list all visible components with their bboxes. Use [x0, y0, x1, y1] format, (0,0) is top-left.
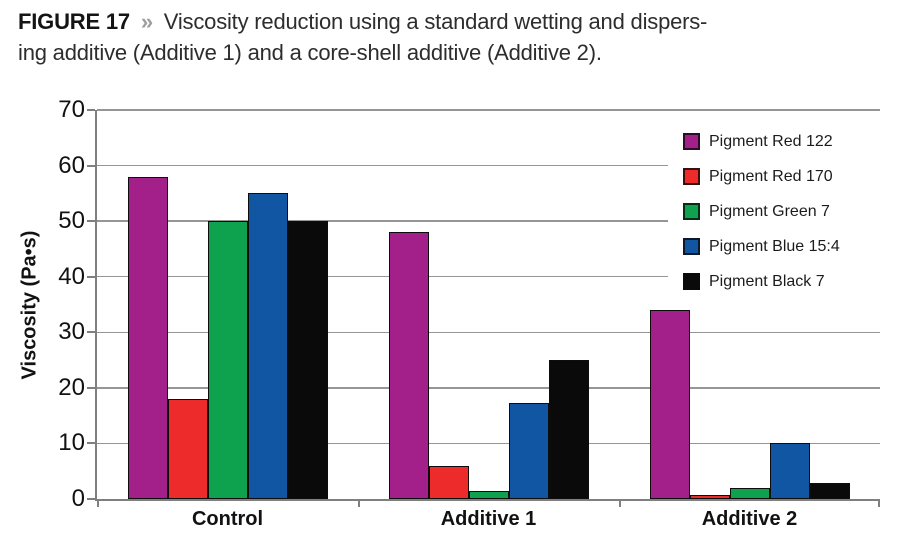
- caption-text-line2: ing additive (Additive 1) and a core-she…: [18, 40, 602, 65]
- gridline-40: [97, 275, 880, 278]
- y-axis-tick-30: [87, 331, 95, 334]
- gridline-50: [97, 220, 880, 222]
- x-category-label-3: Additive 2: [701, 508, 798, 530]
- y-tick-label-0: 0: [71, 485, 85, 512]
- y-axis-tick-40: [87, 275, 95, 278]
- gridline-20: [97, 387, 880, 389]
- bar-pigment-red-122-additive-1: [388, 232, 429, 499]
- y-tick-label-20: 20: [58, 373, 85, 401]
- legend-item-1: Pigment Red 122: [683, 124, 887, 159]
- x-axis-tick-3: [878, 499, 880, 507]
- y-tick-label-10: 10: [58, 429, 85, 457]
- y-tick-label-70: 70: [58, 96, 85, 123]
- figure-caption: FIGURE 17 » Viscosity reduction using a …: [18, 6, 888, 68]
- y-axis-tick-0: [87, 498, 95, 500]
- caption-text-line1: Viscosity reduction using a standard wet…: [163, 9, 708, 34]
- y-axis-tick-60: [87, 164, 95, 167]
- legend-label-5: Pigment Black 7: [709, 272, 825, 290]
- legend-swatch-icon-2: [683, 168, 700, 185]
- y-axis-tick-70: [87, 109, 95, 111]
- legend-swatch-icon-1: [683, 133, 700, 150]
- x-axis-line: [95, 499, 880, 501]
- bar-pigment-black-7-additive-1: [548, 360, 589, 499]
- y-tick-label-40: 40: [58, 262, 85, 290]
- x-axis-tick-0: [97, 499, 99, 507]
- bar-pigment-green-7-additive-2: [729, 487, 770, 499]
- legend-label-4: Pigment Blue 15:4: [709, 237, 840, 255]
- gridline-30: [97, 331, 880, 334]
- bar-pigment-red-122-control: [127, 176, 168, 499]
- x-axis-tick-2: [619, 499, 621, 507]
- x-axis-tick-1: [358, 499, 360, 507]
- double-chevron-separator-icon: »: [140, 9, 153, 34]
- bar-pigment-green-7-control: [207, 221, 248, 499]
- bar-pigment-green-7-additive-1: [468, 490, 509, 499]
- gridline-70: [97, 109, 880, 111]
- legend-label-3: Pigment Green 7: [709, 202, 830, 220]
- y-tick-label-50: 50: [58, 207, 85, 235]
- legend-item-4: Pigment Blue 15:4: [683, 229, 887, 264]
- bar-pigment-black-7-control: [287, 221, 328, 499]
- gridline-60: [97, 164, 880, 167]
- bar-pigment-red-170-control: [167, 398, 208, 499]
- bar-pigment-blue-15-4-control: [247, 193, 288, 499]
- legend-item-5: Pigment Black 7: [683, 264, 887, 299]
- legend-swatch-icon-5: [683, 273, 700, 290]
- legend-label-1: Pigment Red 122: [709, 132, 833, 150]
- x-category-label-2: Additive 1: [440, 508, 537, 530]
- bar-pigment-black-7-additive-2: [809, 483, 850, 499]
- legend-item-3: Pigment Green 7: [683, 194, 887, 229]
- bar-pigment-red-122-additive-2: [649, 310, 690, 499]
- chart-legend: Pigment Red 122 Pigment Red 170 Pigment Gr…: [668, 118, 887, 303]
- figure-number-label: FIGURE 17: [18, 9, 130, 34]
- x-category-label-1: Control: [191, 508, 264, 530]
- y-tick-label-30: 30: [58, 318, 85, 346]
- y-axis-tick-10: [87, 442, 95, 445]
- legend-swatch-icon-4: [683, 238, 700, 255]
- y-axis-tick-50: [87, 220, 95, 223]
- y-axis-line: [95, 110, 97, 501]
- legend-item-2: Pigment Red 170: [683, 159, 887, 194]
- gridline-10: [97, 442, 880, 445]
- legend-label-2: Pigment Red 170: [709, 167, 833, 185]
- bar-pigment-blue-15-4-additive-1: [508, 402, 549, 499]
- y-axis-tick-20: [87, 386, 95, 389]
- bar-pigment-blue-15-4-additive-2: [769, 443, 810, 499]
- legend-swatch-icon-3: [683, 203, 700, 220]
- bar-pigment-red-170-additive-1: [428, 465, 469, 499]
- bar-pigment-red-170-additive-2: [689, 494, 730, 499]
- y-axis-title: Viscosity (Pa•s): [18, 230, 41, 380]
- y-tick-label-60: 60: [58, 151, 85, 179]
